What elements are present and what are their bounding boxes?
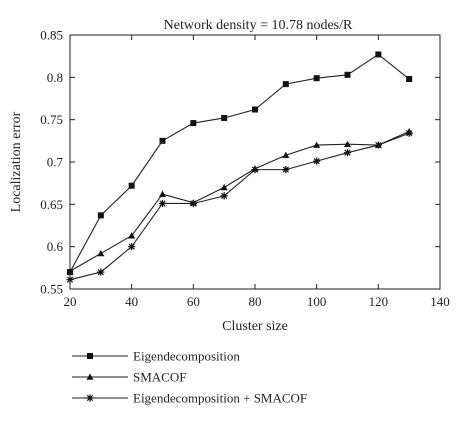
data-point-star (282, 166, 290, 174)
x-axis-label: Cluster size (222, 319, 288, 334)
data-point-triangle (344, 140, 351, 148)
legend-marker-square (87, 353, 93, 359)
legend-label: Eigendecomposition (133, 349, 240, 364)
data-point-square (375, 51, 382, 58)
x-tick-label: 100 (307, 294, 327, 309)
y-axis-label: Localization error (9, 111, 24, 212)
plot-frame (69, 34, 441, 290)
y-tick-label: 0.55 (40, 282, 63, 297)
data-point-triangle (220, 183, 228, 191)
data-point-star (128, 243, 136, 251)
series-line (69, 131, 410, 272)
x-tick-label: 140 (430, 294, 450, 309)
y-tick-label: 0.75 (40, 112, 63, 127)
data-point-square (313, 75, 320, 82)
data-point-star (189, 199, 197, 208)
data-point-square (190, 120, 197, 127)
data-point-square (252, 106, 258, 113)
series-line (69, 132, 410, 281)
data-point-triangle (313, 141, 321, 148)
data-point-triangle (97, 249, 105, 257)
data-point-triangle (159, 190, 166, 197)
y-tick-label: 0.8 (47, 70, 63, 85)
x-tick-label: 20 (64, 294, 77, 309)
y-tick-label: 0.7 (47, 155, 64, 170)
chart-title: Network density = 10.78 nodes/R (164, 18, 353, 33)
data-point-square (221, 114, 228, 121)
y-tick-label: 0.65 (40, 197, 63, 212)
data-point-star (158, 199, 167, 208)
data-point-star (405, 129, 413, 137)
data-point-square (282, 81, 289, 88)
data-point-square (344, 71, 351, 78)
legend-label: Eigendecomposition + SMACOF (133, 391, 307, 406)
legend-label: SMACOF (133, 370, 186, 385)
data-point-star (97, 268, 105, 276)
legend-marker-triangle (86, 373, 94, 380)
data-point-square (128, 182, 135, 189)
data-point-triangle (282, 151, 290, 159)
data-point-square (97, 212, 104, 219)
data-point-star (66, 276, 74, 284)
data-point-star (313, 157, 321, 165)
data-point-star (343, 149, 352, 157)
x-tick-label: 120 (369, 294, 389, 309)
data-point-triangle (128, 232, 136, 239)
series-1 (67, 51, 413, 276)
data-point-square (159, 137, 166, 144)
legend-entry: Eigendecomposition (72, 349, 240, 364)
legend-marker-star (86, 394, 94, 402)
data-point-triangle (66, 267, 74, 275)
series-layer (66, 51, 413, 284)
x-tick-label: 40 (125, 294, 138, 309)
series-3 (66, 129, 413, 284)
legend: Eigendecomposition SMACOF Eigendecompositi… (72, 349, 307, 406)
series-line (69, 53, 410, 273)
x-tick-label: 60 (187, 294, 200, 309)
data-point-square (406, 76, 413, 83)
x-tick-label: 80 (249, 294, 262, 309)
axis-ticks: 20 40 60 80 100 120 140 0.55 0.6 0.65 0.7 0.75 0.8 0.… (40, 28, 450, 310)
y-tick-label: 0.6 (47, 239, 64, 254)
data-point-star (374, 141, 382, 149)
legend-entry: Eigendecomposition + SMACOF (72, 391, 307, 406)
data-point-star (220, 192, 228, 200)
legend-entry: SMACOF (72, 370, 186, 385)
y-tick-label: 0.85 (40, 28, 63, 43)
data-point-star (251, 166, 259, 174)
